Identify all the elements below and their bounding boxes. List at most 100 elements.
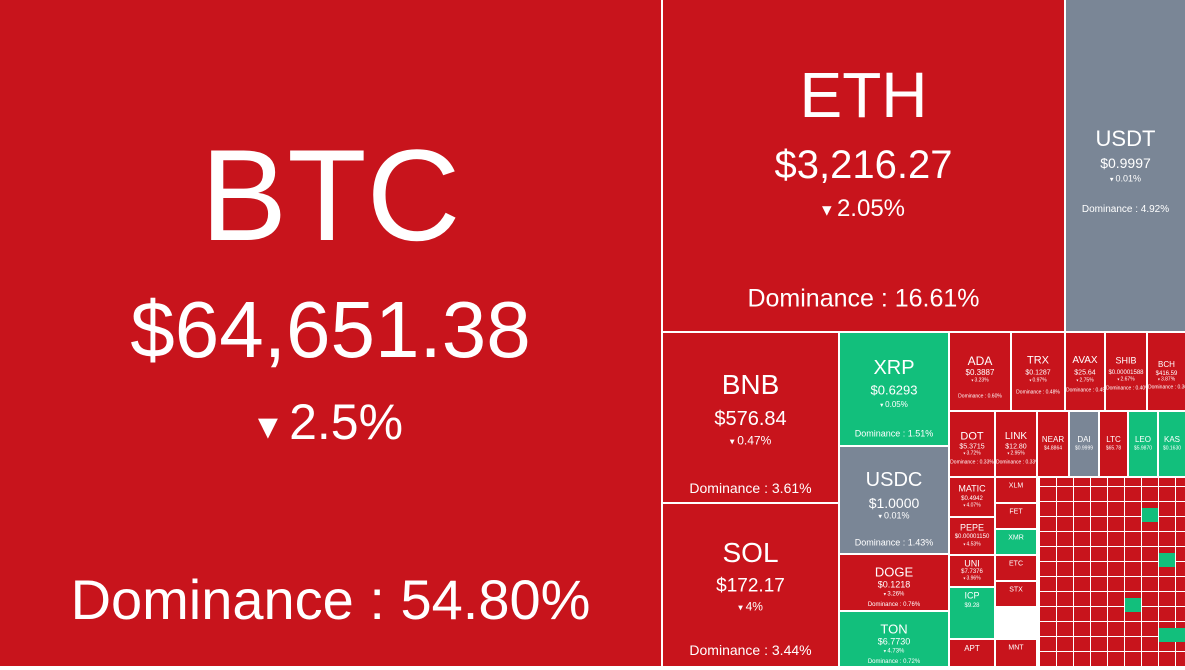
tile: DOGE$0.1218 3.26% Dominance : 0.76%: [840, 555, 948, 610]
tile: AVAX $25.642.75% Dominance : 0.45%: [1066, 333, 1104, 410]
tile-change: 3.26%: [840, 592, 948, 599]
tile-price: $0.1218: [877, 579, 911, 590]
tile-change: 0.97%: [1012, 378, 1064, 384]
tile: MNT: [996, 640, 1036, 666]
small-tile: [1159, 553, 1175, 567]
tile: KAS $0.1630: [1159, 412, 1185, 476]
tile: ICP $9.28: [950, 588, 994, 638]
tile-name: FET: [1009, 508, 1023, 516]
tile-name: BCH: [1158, 360, 1175, 369]
tile-price: $6.7730: [877, 636, 911, 647]
tile: LINK$12.802.95% Dominance : 0.33%: [996, 412, 1036, 476]
tile-name: LTC: [1106, 435, 1121, 444]
tile-change: 0.01%: [1066, 174, 1185, 184]
tile-dominance: Dominance : 54.80%: [70, 568, 591, 631]
tile-dominance: Dominance : 0.45%: [1066, 387, 1104, 394]
tile-price: $0.00001150: [954, 534, 990, 540]
tile: XLM: [996, 478, 1036, 502]
tile-change: 0.05%: [840, 400, 948, 409]
tile-price: $0.9997: [1100, 155, 1151, 171]
tile-name: USDC: [865, 469, 923, 491]
tile: LEO $5.9870: [1129, 412, 1157, 476]
tile-name: TRX: [1027, 354, 1049, 367]
tile-change: 2.5%: [0, 397, 661, 447]
tile-dominance: Dominance : 3.61%: [689, 480, 812, 496]
tile: BTC $64,651.38 2.5% Dominance : 54.80%: [0, 0, 661, 666]
tile: DOT$5.37153.72% Dominance : 0.33%: [950, 412, 994, 476]
tile-name: APT: [964, 644, 980, 653]
tile-name: MATIC: [958, 483, 986, 494]
tile-name: MNT: [1008, 644, 1024, 652]
tile-price: $9.28: [964, 603, 980, 609]
tile-change: 0.01%: [840, 511, 948, 521]
tile-dominance: Dominance : 0.76%: [867, 602, 921, 608]
tile-name: DOGE: [874, 564, 914, 580]
small-tile: [1125, 598, 1141, 612]
tile-dominance: Dominance : 0.40%: [1106, 385, 1146, 392]
small-tile: [1159, 628, 1185, 642]
tile-change: 4%: [663, 601, 838, 614]
tile-dominance: Dominance : 4.92%: [1081, 204, 1170, 215]
tile: STX: [996, 582, 1036, 606]
tile-name: XLM: [1008, 482, 1024, 490]
tile: FET: [996, 504, 1036, 528]
tile-change: 2.67%: [1106, 377, 1146, 383]
tile: SOL $172.17 4% Dominance : 3.44%: [663, 504, 838, 666]
tile-name: SHIB: [1115, 355, 1137, 366]
tile-dominance: Dominance : 0.36%: [1148, 384, 1185, 391]
tile-change: 3.72%: [950, 451, 994, 457]
tile-change: 0.47%: [663, 435, 838, 448]
tile-price: $0.00001588: [1108, 370, 1144, 376]
tile: LTC $65.78: [1100, 412, 1127, 476]
tile-price: $0.4942: [961, 496, 983, 502]
tile-dominance: Dominance : 1.43%: [854, 537, 934, 548]
tile: TRX $0.12870.97% Dominance : 0.48%: [1012, 333, 1064, 410]
tile-dominance: Dominance : 0.72%: [867, 659, 921, 665]
tile: ADA$0.38873.23% Dominance : 0.60%: [950, 333, 1010, 410]
tile-dominance: Dominance : 0.33%: [996, 459, 1036, 466]
tile-name: DAI: [1077, 435, 1091, 444]
tile-change: 2.75%: [1066, 378, 1104, 384]
tile-name: AVAX: [1072, 355, 1098, 366]
tile: USDT $0.9997 0.01% Dominance : 4.92%: [1066, 0, 1185, 331]
tile: XRP $0.6293 0.05% Dominance : 1.51%: [840, 333, 948, 445]
tile-dominance: Dominance : 0.33%: [950, 459, 994, 466]
small-tiles: [1040, 478, 1185, 666]
tile-change: 2.95%: [996, 451, 1036, 457]
tile-dominance: Dominance : 0.60%: [958, 393, 1002, 400]
tile-price: $0.3887: [965, 368, 995, 377]
tile-price: $0.1287: [1025, 369, 1051, 377]
tile-name: UNI: [964, 558, 980, 569]
tile: TON$6.7730 4.73% Dominance : 0.72%: [840, 612, 948, 666]
tile-price: $65.78: [1105, 445, 1122, 452]
tile-name: XRP: [873, 357, 915, 379]
tile-name: ADA: [967, 354, 993, 368]
tile-change: 4.53%: [950, 542, 994, 548]
tile-name: ETH: [799, 59, 928, 131]
tile-name: KAS: [1163, 435, 1180, 444]
tile-name: BNB: [721, 369, 780, 400]
tile-price: $0.9999: [1074, 445, 1094, 452]
tile-dominance: Dominance : 16.61%: [747, 284, 980, 313]
tile-name: BTC: [200, 122, 461, 268]
tile-change: 4.07%: [950, 503, 994, 509]
tile-name: LEO: [1134, 435, 1151, 444]
tile-price: $1.0000: [868, 495, 920, 511]
tile-dominance: Dominance : 3.44%: [689, 642, 812, 658]
tile: BCH $416.593.87%Dominance : 0.36%: [1148, 333, 1185, 410]
small-tile: [1142, 508, 1158, 522]
tile-price: $0.1630: [1162, 445, 1182, 452]
tile-price: $5.9870: [1133, 445, 1153, 452]
tile-name: LINK: [1004, 431, 1028, 442]
tile: BNB $576.84 0.47% Dominance : 3.61%: [663, 333, 838, 502]
tile-name: XMR: [1008, 534, 1024, 542]
tile: SHIB $0.000015882.67% Dominance : 0.40%: [1106, 333, 1146, 410]
tile: PEPE$0.00001150 4.53%: [950, 518, 994, 554]
tile-price: $64,651.38: [130, 285, 531, 374]
tile: USDC $1.00000.01% Dominance : 1.43%: [840, 447, 948, 553]
tile-change: 3.23%: [950, 378, 1010, 384]
tile: APT: [950, 640, 994, 666]
tile-price: $4.8864: [1043, 445, 1063, 452]
tile-name: DOT: [960, 430, 984, 443]
